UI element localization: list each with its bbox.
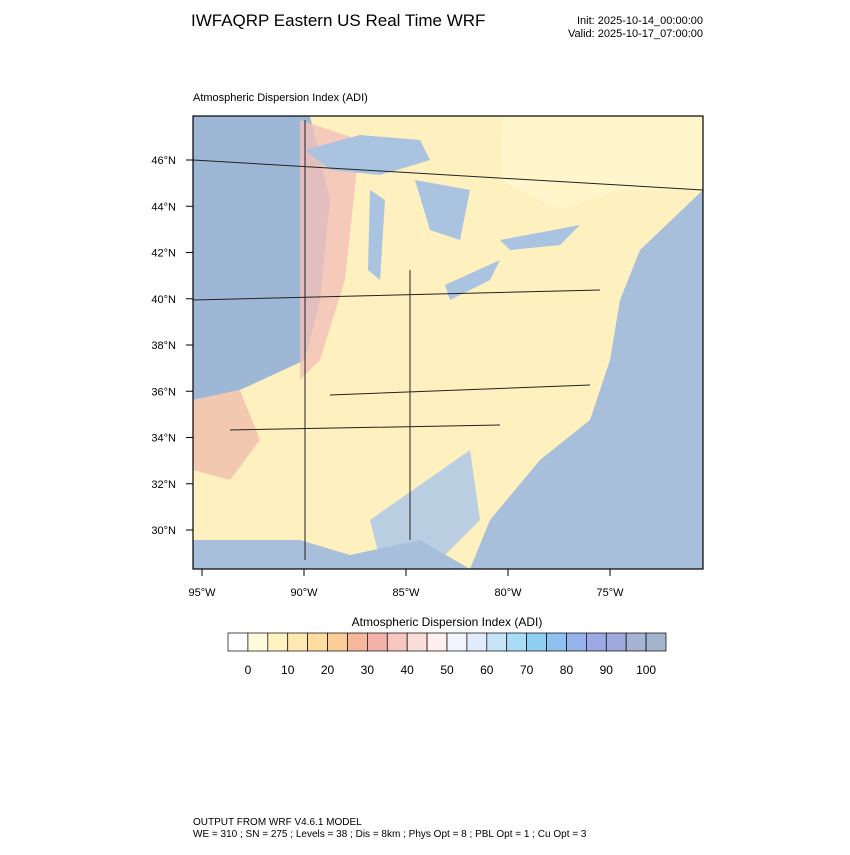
colorbar-box [605,632,627,652]
colorbar-box [426,632,448,652]
colorbar-box [287,632,308,652]
colorbar-label: 60 [480,663,494,677]
colorbar-box [586,632,607,652]
colorbar-box [327,632,348,652]
lat-label: 34°N [151,433,176,445]
title: IWFAQRP Eastern US Real Time WRF [191,11,485,30]
colorbar-box [386,632,408,652]
lat-label: 30°N [151,525,176,537]
colorbar-box [546,632,567,652]
colorbar-box [446,632,468,652]
lon-label: 80°W [494,587,522,599]
colorbar-box [645,632,667,652]
colorbar-box [406,632,428,652]
colorbar: 0 10 20 30 40 50 60 70 80 90 100 [227,632,667,677]
lon-label: 95°W [188,587,216,599]
colorbar-box [227,632,249,652]
colorbar-box [307,632,328,652]
colorbar-box [526,632,547,652]
colorbar-box [466,632,488,652]
colorbar-label: 90 [600,663,614,677]
lat-label: 38°N [151,340,176,352]
lat-label: 42°N [151,248,176,260]
colorbar-box [486,632,508,652]
colorbar-box [247,632,269,652]
map-label: Atmospheric Dispersion Index (ADI) [193,92,368,104]
colorbar-label: 40 [401,663,415,677]
lon-label: 75°W [596,587,624,599]
lat-label: 44°N [151,201,176,213]
lat-label: 40°N [151,294,176,306]
lat-label: 36°N [151,386,176,398]
colorbar-box [625,632,647,652]
colorbar-box [367,632,388,652]
colorbar-label: 20 [321,663,335,677]
colorbar-label: 70 [520,663,534,677]
colorbar-label: 10 [281,663,295,677]
colorbar-label: 50 [440,663,454,677]
lon-label: 90°W [290,587,318,599]
lat-label: 46°N [151,155,176,167]
colorbar-box [267,632,289,652]
lat-label: 32°N [151,479,176,491]
lon-label: 85°W [392,587,420,599]
valid-time: Valid: 2025-10-17_07:00:00 [568,28,703,40]
colorbar-label: 80 [560,663,574,677]
colorbar-box [566,632,587,652]
colorbar-title: Atmospheric Dispersion Index (ADI) [352,615,543,629]
colorbar-label: 30 [361,663,375,677]
colorbar-box [506,632,527,652]
footer-line: OUTPUT FROM WRF V4.6.1 MODEL [193,817,362,828]
colorbar-label: 100 [636,663,656,677]
footer-line: WE = 310 ; SN = 275 ; Levels = 38 ; Dis … [193,829,587,840]
colorbar-box [347,632,368,652]
init-time: Init: 2025-10-14_00:00:00 [577,15,703,27]
map [193,116,703,569]
map-frame [192,115,704,570]
colorbar-label: 0 [245,663,252,677]
